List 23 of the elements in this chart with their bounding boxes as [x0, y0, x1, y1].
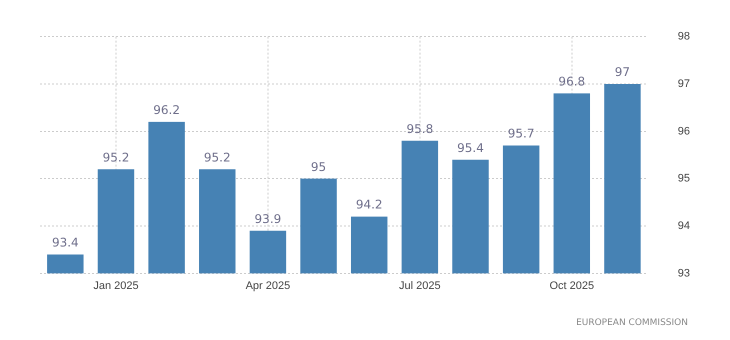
data-label: 94.2: [356, 198, 383, 212]
y-tick-label: 96: [678, 125, 690, 138]
data-label: 95.8: [406, 122, 434, 136]
data-label: 95: [310, 160, 326, 174]
y-tick-label: 95: [678, 172, 690, 185]
y-tick-label: 98: [678, 30, 690, 43]
data-label: 93.9: [254, 212, 282, 226]
data-label: 95.2: [102, 150, 130, 164]
data-label: 95.2: [204, 150, 231, 164]
data-label: 96.8: [558, 74, 586, 89]
x-tick-label: Jan 2025: [93, 280, 139, 292]
x-tick-label: Oct 2025: [549, 280, 594, 292]
x-tick-label: Jul 2025: [399, 280, 441, 292]
data-label: 95.7: [508, 126, 535, 141]
text: EUROPEAN COMMISSION: [576, 318, 688, 328]
y-tick-label: 93: [678, 267, 690, 280]
data-label: 95.4: [457, 140, 484, 155]
data-label: 97: [614, 65, 630, 80]
data-label: 93.4: [52, 236, 79, 250]
x-tick-label: Apr 2025: [246, 280, 290, 292]
y-tick-label: 94: [678, 220, 690, 232]
data-label: 96.2: [153, 102, 180, 117]
y-tick-label: 97: [678, 78, 690, 90]
